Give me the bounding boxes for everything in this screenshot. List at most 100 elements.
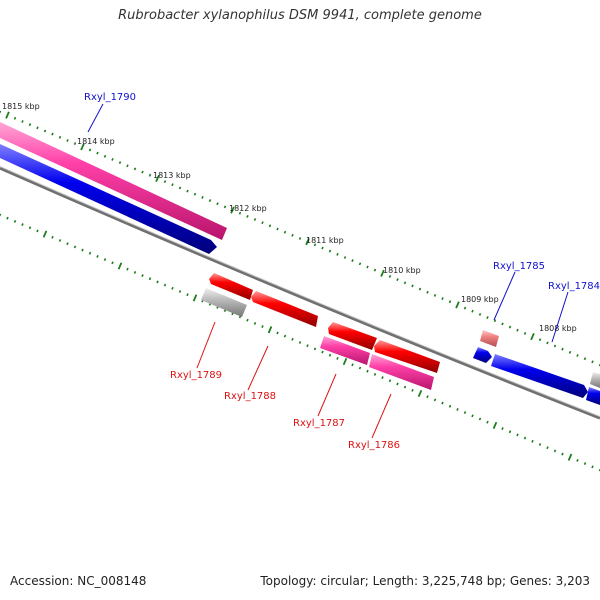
gene-rxyl-1790[interactable]: [0, 122, 227, 240]
minor-tick: [246, 214, 249, 218]
genome-backbone-highlight: [0, 166, 600, 417]
minor-tick: [118, 161, 122, 165]
minor-tick: [81, 248, 84, 252]
gene-rxyl-1784[interactable]: [491, 354, 588, 398]
minor-tick: [268, 224, 272, 228]
major-tick: [417, 389, 423, 398]
gene-rxyl-1785-faded[interactable]: [480, 330, 499, 347]
gene-rxyl-1786-red[interactable]: [374, 340, 440, 373]
minor-tick: [531, 439, 534, 443]
gene-rxyl-1787-red[interactable]: [328, 322, 377, 350]
map-title: Rubrobacter xylanophilus DSM 9941, compl…: [118, 8, 482, 23]
tick-label-1809: 1809 kbp: [461, 295, 499, 304]
minor-tick: [298, 341, 302, 344]
genome-summary-text: Topology: circular; Length: 3,225,748 bp…: [260, 574, 590, 588]
minor-tick: [298, 237, 302, 240]
minor-tick: [178, 186, 182, 190]
minor-tick: [328, 353, 332, 357]
minor-tick: [478, 312, 482, 316]
minor-tick: [141, 274, 144, 278]
major-tick: [455, 301, 460, 309]
minor-tick: [58, 239, 62, 242]
minor-tick: [568, 350, 572, 354]
minor-tick: [58, 135, 62, 139]
minor-tick: [433, 398, 437, 402]
minor-tick: [28, 123, 32, 127]
minor-tick: [321, 246, 324, 250]
scale-ticks-inner: [0, 213, 600, 472]
minor-tick: [186, 189, 189, 193]
minor-tick: [133, 167, 137, 171]
minor-tick: [0, 110, 2, 114]
major-tick: [492, 421, 498, 429]
major-tick: [155, 174, 160, 182]
minor-tick: [306, 344, 309, 348]
label-rxyl-1790[interactable]: Rxyl_1790: [84, 92, 136, 103]
minor-tick: [88, 148, 92, 152]
label-rxyl-1788[interactable]: Rxyl_1788: [224, 391, 276, 402]
minor-tick: [583, 462, 587, 466]
major-tick: [342, 358, 348, 366]
minor-tick: [516, 433, 519, 437]
minor-tick: [208, 199, 212, 203]
minor-tick: [201, 195, 204, 199]
minor-tick: [396, 382, 399, 386]
label-rxyl-1787[interactable]: Rxyl_1787: [293, 418, 345, 429]
minor-tick: [553, 344, 557, 348]
minor-tick: [88, 251, 92, 255]
minor-tick: [163, 283, 167, 287]
label-rxyl-1784[interactable]: Rxyl_1784: [548, 281, 600, 292]
minor-tick: [246, 318, 249, 322]
gene-rxyl-1788[interactable]: [251, 291, 318, 327]
minor-tick: [28, 226, 32, 230]
gene-rxyl-1787[interactable]: [320, 336, 370, 365]
minor-tick: [381, 376, 384, 380]
label-rxyl-1785[interactable]: Rxyl_1785: [493, 261, 545, 272]
major-tick: [117, 262, 123, 270]
major-tick: [305, 238, 310, 246]
minor-tick: [73, 245, 77, 249]
minor-tick: [186, 293, 189, 297]
minor-tick: [51, 132, 54, 136]
minor-tick: [328, 249, 332, 253]
gene-rxyl-1783[interactable]: [586, 387, 600, 405]
minor-tick: [0, 213, 2, 217]
label-rxyl-1786[interactable]: Rxyl_1786: [348, 440, 400, 451]
minor-tick: [163, 180, 167, 184]
minor-tick: [261, 221, 264, 225]
minor-tick: [418, 287, 422, 291]
gene-rxyl-1789[interactable]: [201, 288, 247, 317]
minor-tick: [373, 268, 377, 272]
minor-tick: [403, 281, 407, 285]
minor-tick: [441, 297, 444, 301]
minor-tick: [111, 157, 114, 161]
leader-rxyl-1787: [317, 373, 337, 417]
minor-tick: [261, 325, 264, 329]
minor-tick: [523, 331, 527, 335]
minor-tick: [576, 354, 579, 357]
major-tick: [42, 230, 48, 238]
minor-tick: [463, 411, 467, 415]
minor-tick: [276, 227, 279, 231]
gene-rxyl-1785[interactable]: [473, 347, 492, 363]
minor-tick: [156, 280, 159, 284]
major-tick: [530, 332, 535, 341]
major-tick: [230, 206, 235, 214]
minor-tick: [471, 414, 474, 418]
minor-tick: [148, 173, 152, 177]
gene-rxyl-1786[interactable]: [369, 354, 434, 390]
minor-tick: [141, 170, 144, 174]
minor-tick: [501, 322, 504, 326]
gene-rxyl-1790-partner[interactable]: [0, 144, 217, 254]
minor-tick: [388, 379, 392, 383]
minor-tick: [508, 430, 512, 434]
major-tick: [80, 143, 85, 151]
minor-tick: [148, 277, 152, 281]
gene-rxyl-1789-strand[interactable]: [209, 273, 253, 300]
minor-tick: [216, 202, 219, 206]
minor-tick: [448, 404, 452, 408]
minor-tick: [276, 331, 279, 335]
gene-partial-gray[interactable]: [590, 372, 600, 388]
label-rxyl-1789[interactable]: Rxyl_1789: [170, 370, 222, 381]
